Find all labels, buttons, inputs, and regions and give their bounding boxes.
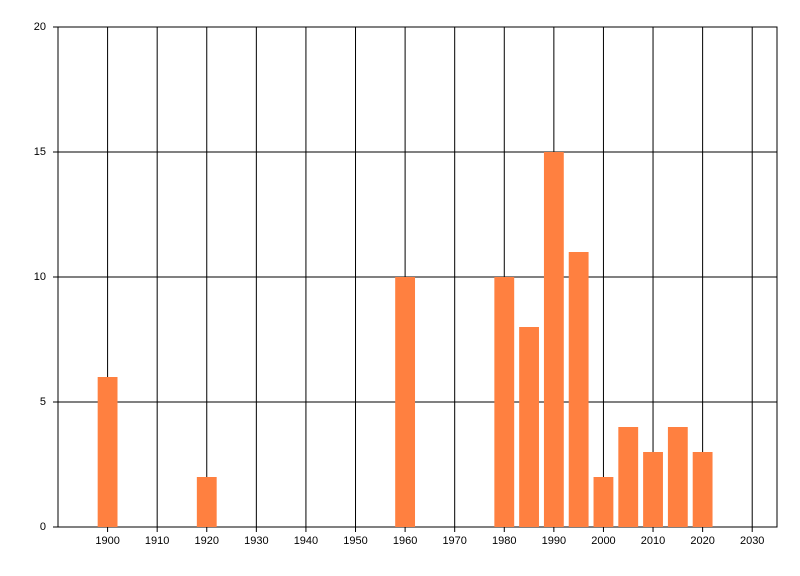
bar — [97, 377, 118, 527]
bar — [692, 452, 713, 527]
y-tick-label: 5 — [40, 396, 46, 408]
bar — [196, 477, 217, 527]
bar — [618, 427, 639, 527]
x-tick-label: 2030 — [740, 535, 764, 547]
x-tick-label: 2020 — [690, 535, 714, 547]
bar — [494, 277, 515, 527]
x-tick-label: 1910 — [145, 535, 169, 547]
x-tick-label: 1980 — [492, 535, 516, 547]
x-tick-label: 1900 — [95, 535, 119, 547]
bar — [519, 327, 539, 527]
bar — [593, 477, 614, 527]
x-tick-label: 2010 — [641, 535, 665, 547]
bar — [395, 277, 416, 527]
x-tick-label: 1940 — [294, 535, 318, 547]
y-tick-label: 20 — [34, 21, 46, 33]
bar — [543, 152, 564, 527]
y-tick-label: 15 — [34, 146, 46, 158]
x-tick-label: 1950 — [343, 535, 367, 547]
x-tick-label: 1990 — [542, 535, 566, 547]
x-tick-label: 1960 — [393, 535, 417, 547]
x-tick-label: 1970 — [442, 535, 466, 547]
y-tick-label: 0 — [40, 521, 46, 533]
bar — [667, 427, 688, 527]
y-tick-label: 10 — [34, 271, 46, 283]
bar — [643, 452, 663, 527]
x-tick-label: 2000 — [591, 535, 615, 547]
x-tick-label: 1920 — [195, 535, 219, 547]
x-tick-label: 1930 — [244, 535, 268, 547]
bar — [568, 252, 589, 527]
